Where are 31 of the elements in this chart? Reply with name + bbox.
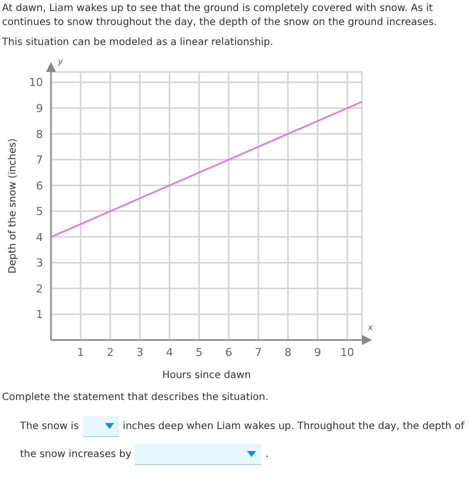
y-tick-label: 6 (36, 179, 43, 192)
text: the snow increases by (20, 449, 132, 460)
x-tick-label: 8 (284, 346, 292, 359)
x-tick-label: 3 (136, 346, 144, 359)
y-tick-label: 7 (36, 154, 43, 167)
text: x (367, 323, 373, 332)
x-tick-label: 4 (166, 346, 173, 359)
chart-subtitle: This situation can be modeled as a linear relationship. (1, 36, 274, 50)
x-axis-title: Hours since dawn (162, 370, 251, 381)
text: y (57, 57, 63, 66)
x-tick-label: 6 (225, 346, 232, 359)
y-tick-label: 10 (29, 76, 43, 90)
y-tick-label: 2 (36, 282, 43, 296)
text: The snow is (20, 421, 79, 432)
x-tick-label: 1 (77, 346, 84, 359)
y-tick-label: 8 (36, 128, 43, 141)
y-axis-title: Depth of the snow (inches) (8, 138, 19, 274)
text: Complete the statement that describes the situation. (1, 391, 270, 403)
y-tick-label: 4 (36, 230, 43, 244)
x-tick-label: 10 (340, 346, 354, 359)
y-tick-label: 5 (36, 205, 43, 218)
text: . (265, 449, 269, 460)
chart-title: At dawn, Liam wakes up to see that the ground is completely covered with snow. As it continues to snow throughout the day, the depth of the snow on the ground increases. (1, 2, 438, 30)
y-tick-label: 1 (36, 308, 43, 322)
x-tick-label: 9 (314, 346, 322, 359)
x-tick-label: 7 (254, 346, 262, 359)
y-tick-label: 9 (36, 102, 43, 115)
y-tick-label: 3 (36, 256, 43, 270)
x-tick-label: 5 (196, 346, 203, 359)
x-tick-label: 2 (106, 346, 114, 359)
text: inches deep when Liam wakes up. Throughout the day, the depth of (122, 421, 464, 432)
